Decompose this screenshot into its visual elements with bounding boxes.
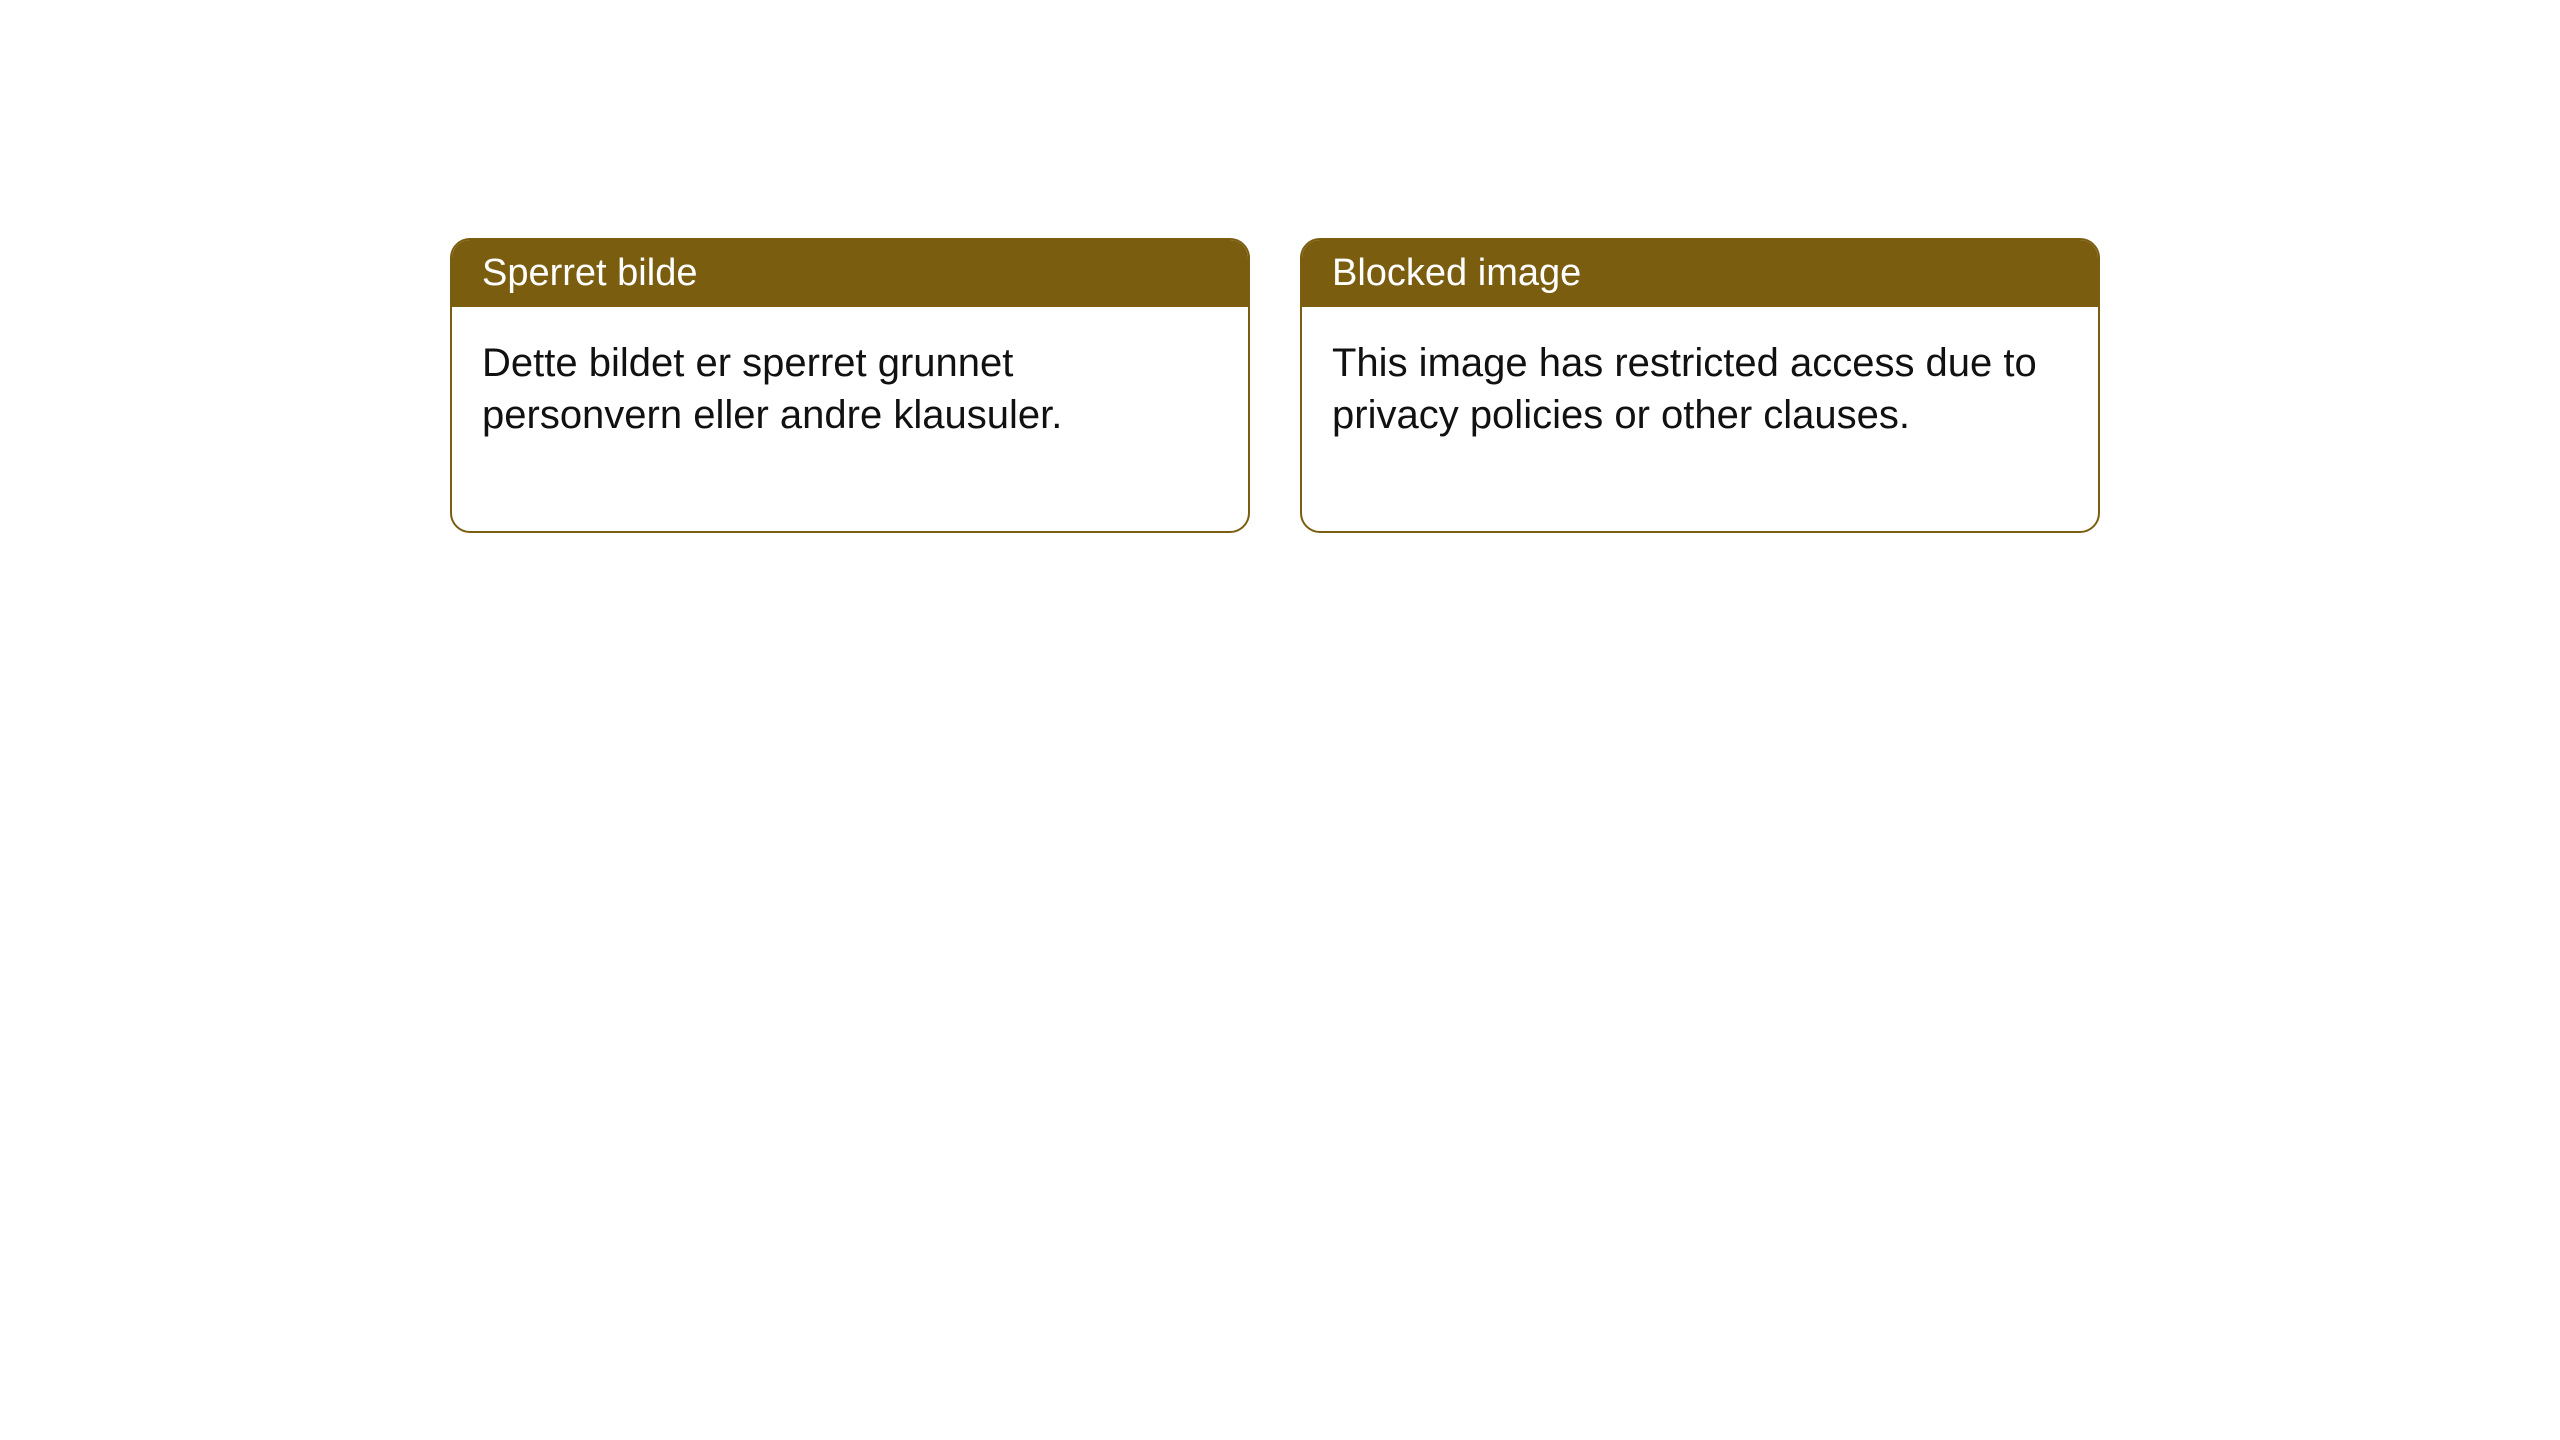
card-title-no: Sperret bilde <box>482 252 697 294</box>
card-header-en: Blocked image <box>1302 240 2098 307</box>
card-body-no: Dette bildet er sperret grunnet personve… <box>452 307 1248 531</box>
card-body-text-en: This image has restricted access due to … <box>1332 341 2037 437</box>
blocked-image-card-en: Blocked image This image has restricted … <box>1300 238 2100 533</box>
card-header-no: Sperret bilde <box>452 240 1248 307</box>
blocked-image-card-no: Sperret bilde Dette bildet er sperret gr… <box>450 238 1250 533</box>
card-body-en: This image has restricted access due to … <box>1302 307 2098 531</box>
card-body-text-no: Dette bildet er sperret grunnet personve… <box>482 341 1062 437</box>
card-title-en: Blocked image <box>1332 252 1581 294</box>
cards-container: Sperret bilde Dette bildet er sperret gr… <box>0 0 2560 533</box>
